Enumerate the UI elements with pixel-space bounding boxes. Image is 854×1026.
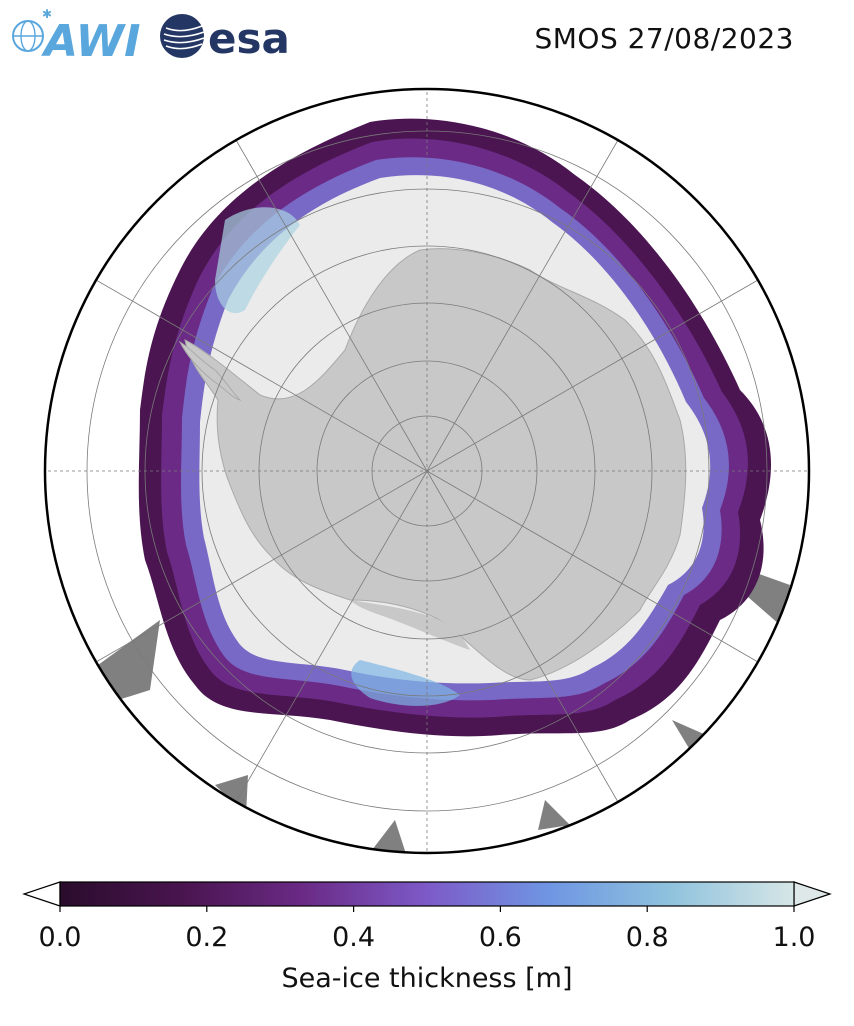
colorbar-ticks [59,906,795,912]
colorbar-tick-label: 0.6 [478,922,522,953]
logos: ✱ AWI esa [12,7,290,66]
colorbar-tick-label: 0.8 [625,922,669,953]
colorbar [22,881,832,912]
map-boundary [43,87,811,855]
graticule [45,89,809,853]
colorbar-tick-label: 1.0 [772,922,816,953]
map-title: SMOS 27/08/2023 [534,22,794,55]
ice-shelf-ross [350,600,470,650]
svg-text:esa: esa [208,14,290,63]
svg-text:AWI: AWI [41,16,141,66]
colorbar-tick-label: 0.4 [332,922,376,953]
svg-text:✱: ✱ [42,7,52,21]
polar-map [43,87,811,855]
esa-logo: esa [160,14,290,63]
colorbar-extend-high [793,881,832,907]
ice-thick-patch-west [215,207,300,314]
antarctica-land [184,248,687,681]
colorbar-gradient [59,881,795,907]
ice-thick-patch-south [351,660,460,706]
antarctic-peninsula [178,340,242,401]
colorbar-extend-low [22,881,61,907]
colorbar-tick-label: 0.0 [38,922,82,953]
colorbar-tick-label: 0.2 [185,922,229,953]
awi-logo: ✱ AWI [12,7,141,66]
colorbar-label: Sea-ice thickness [m] [281,963,573,994]
